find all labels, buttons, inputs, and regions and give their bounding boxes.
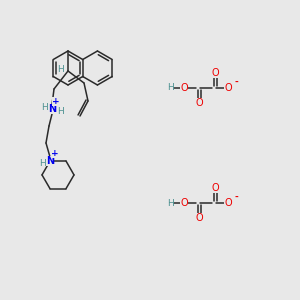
Text: -: - <box>234 193 238 202</box>
Text: O: O <box>211 68 219 78</box>
Text: N: N <box>48 104 56 114</box>
Text: +: + <box>52 97 60 106</box>
Text: O: O <box>180 83 188 93</box>
Text: O: O <box>195 213 203 223</box>
Text: O: O <box>180 198 188 208</box>
Text: H: H <box>57 65 63 74</box>
Text: N: N <box>46 156 54 166</box>
Text: O: O <box>224 198 232 208</box>
Text: O: O <box>195 98 203 108</box>
Text: +: + <box>51 148 59 158</box>
Text: O: O <box>224 83 232 93</box>
Text: H: H <box>167 83 173 92</box>
Text: H: H <box>57 106 63 116</box>
Text: O: O <box>211 183 219 193</box>
Text: H: H <box>40 103 47 112</box>
Text: -: - <box>234 77 238 86</box>
Text: H: H <box>39 158 45 167</box>
Text: H: H <box>167 199 173 208</box>
